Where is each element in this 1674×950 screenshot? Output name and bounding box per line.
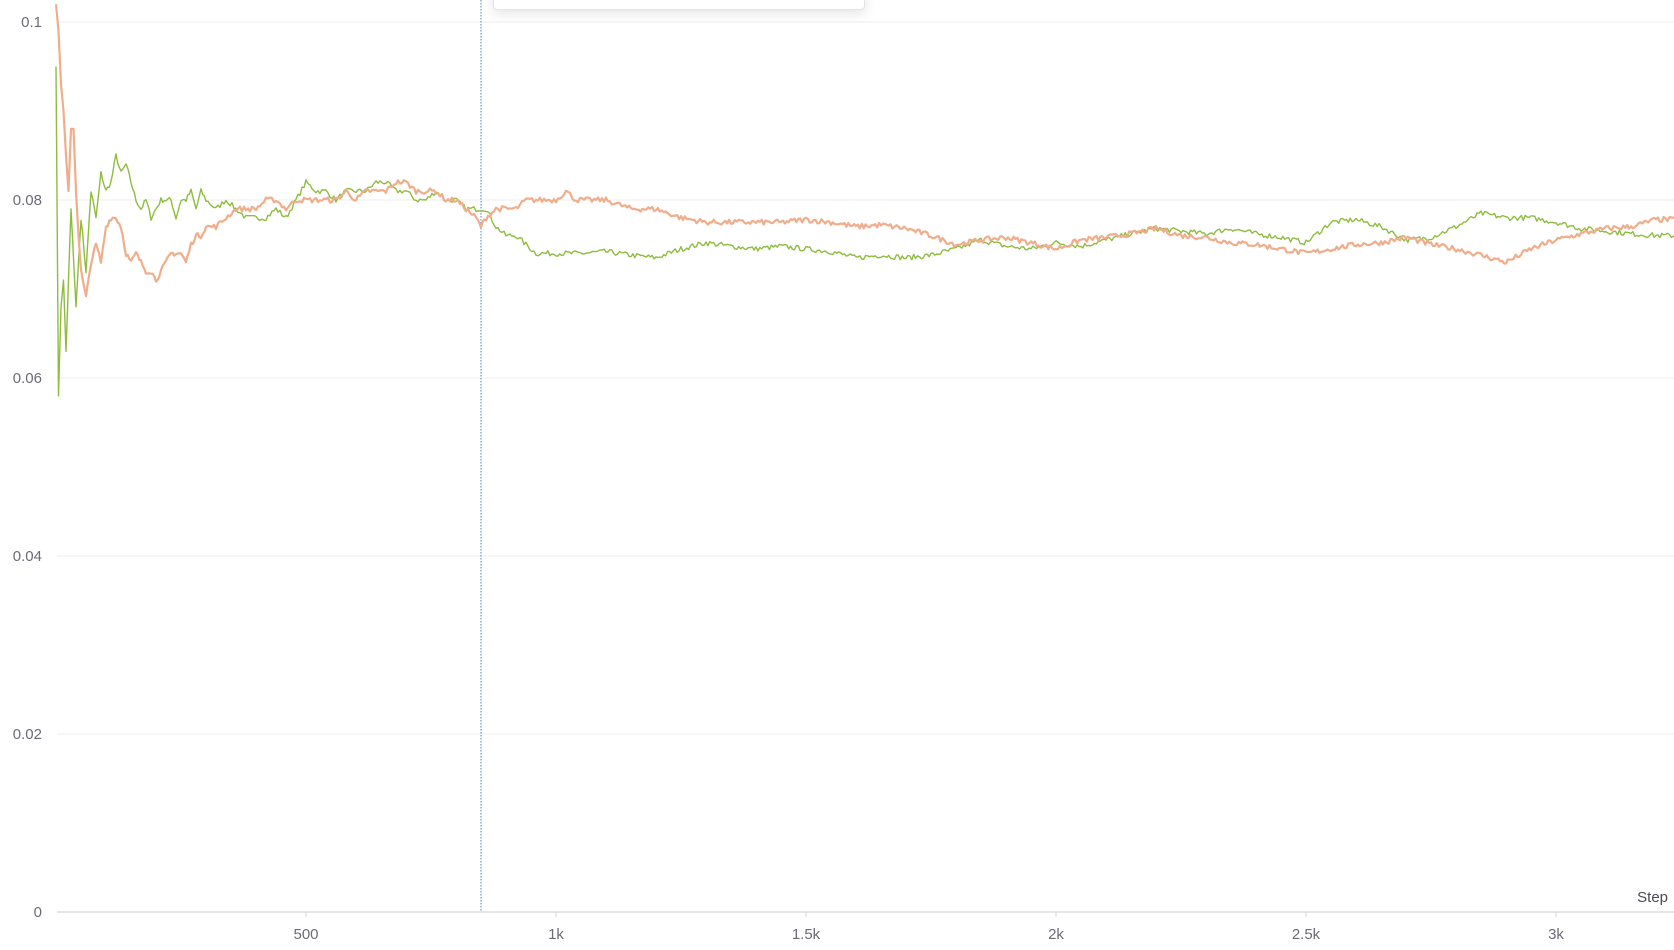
y-tick-label: 0.06 bbox=[13, 370, 42, 387]
x-tick-label: 1k bbox=[548, 926, 564, 943]
series-line-2 bbox=[54, 4, 1674, 298]
x-tick-label: 500 bbox=[293, 926, 318, 943]
y-tick-label: 0.04 bbox=[13, 548, 42, 565]
y-tick-label: 0.1 bbox=[21, 14, 42, 31]
x-tick-label: 2.5k bbox=[1292, 926, 1321, 943]
y-tick-label: 0.02 bbox=[13, 726, 42, 743]
x-tick-label: 2k bbox=[1048, 926, 1064, 943]
y-tick-label: 0 bbox=[34, 904, 42, 921]
x-axis-title: Step bbox=[1637, 889, 1668, 906]
y-axis-ticks: 0 0.02 0.04 0.06 0.08 0.1 bbox=[13, 14, 42, 921]
y-tick-label: 0.08 bbox=[13, 192, 42, 209]
series-group bbox=[54, 4, 1674, 397]
hover-tooltip bbox=[493, 0, 865, 10]
x-tick-label: 3k bbox=[1548, 926, 1564, 943]
series-line-1 bbox=[55, 66, 1674, 397]
grid-lines bbox=[57, 21, 1674, 735]
x-axis-ticks: 500 1k 1.5k 2k 2.5k 3k bbox=[293, 912, 1564, 943]
x-tick-label: 1.5k bbox=[792, 926, 821, 943]
